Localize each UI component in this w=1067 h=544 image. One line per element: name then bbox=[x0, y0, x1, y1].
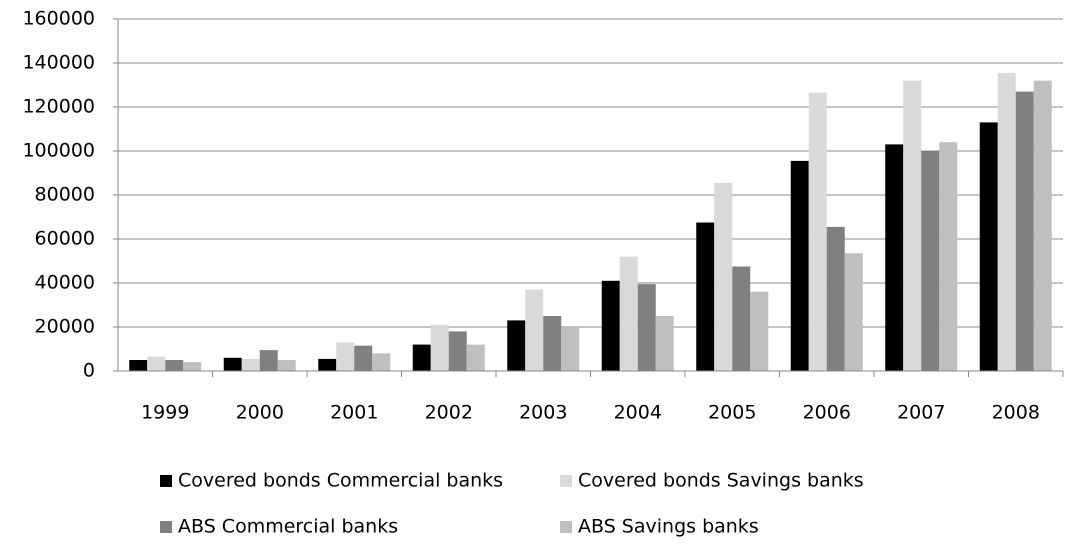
bar bbox=[696, 222, 715, 371]
x-tick-label: 2002 bbox=[425, 402, 473, 424]
legend-label: Covered bonds Savings banks bbox=[578, 470, 864, 492]
bar bbox=[790, 160, 809, 371]
bar bbox=[921, 151, 940, 371]
legend-swatch bbox=[160, 521, 172, 533]
y-tick-label: 100000 bbox=[22, 140, 95, 162]
bar bbox=[147, 356, 166, 371]
bar bbox=[223, 357, 242, 371]
bar bbox=[259, 350, 278, 371]
legend-swatch bbox=[160, 475, 172, 487]
y-tick-label: 80000 bbox=[35, 184, 95, 206]
bar bbox=[826, 226, 845, 371]
bar bbox=[732, 266, 751, 371]
bar bbox=[979, 122, 998, 372]
y-tick-label: 60000 bbox=[35, 228, 95, 250]
bar bbox=[241, 358, 260, 371]
legend-label: ABS Savings banks bbox=[578, 516, 759, 538]
x-tick-label: 2004 bbox=[614, 402, 662, 424]
y-tick-label: 40000 bbox=[35, 272, 95, 294]
bar bbox=[637, 284, 656, 371]
bar bbox=[619, 256, 638, 371]
bar bbox=[183, 362, 202, 371]
x-tick-label: 1999 bbox=[141, 402, 189, 424]
bar bbox=[939, 142, 958, 371]
legend-swatch bbox=[560, 521, 572, 533]
bar bbox=[714, 182, 733, 371]
x-tick-label: 2007 bbox=[897, 402, 945, 424]
bar bbox=[750, 291, 769, 371]
y-tick-label: 0 bbox=[83, 360, 95, 382]
x-tick-label: 2003 bbox=[519, 402, 567, 424]
bar bbox=[655, 316, 674, 371]
bar bbox=[336, 342, 355, 371]
y-tick-label: 160000 bbox=[22, 8, 95, 30]
bar bbox=[354, 345, 373, 371]
bar bbox=[525, 289, 544, 371]
bar bbox=[601, 280, 620, 371]
bar bbox=[903, 80, 922, 371]
bar bbox=[466, 344, 485, 371]
x-tick-label: 2005 bbox=[708, 402, 756, 424]
legend-label: Covered bonds Commercial banks bbox=[178, 470, 503, 492]
bar bbox=[808, 92, 827, 371]
bar bbox=[1015, 91, 1034, 371]
bar bbox=[543, 316, 562, 371]
bar bbox=[507, 320, 526, 371]
bar bbox=[277, 360, 296, 371]
x-tick-label: 2006 bbox=[803, 402, 851, 424]
bar bbox=[430, 324, 449, 371]
bar bbox=[372, 353, 391, 371]
legend-label: ABS Commercial banks bbox=[178, 516, 398, 538]
bar bbox=[129, 360, 148, 371]
bar bbox=[318, 358, 337, 371]
bar bbox=[1033, 80, 1052, 371]
bar bbox=[885, 144, 904, 371]
y-tick-label: 140000 bbox=[22, 52, 95, 74]
bar bbox=[561, 327, 580, 371]
bar bbox=[412, 344, 431, 371]
x-tick-label: 2008 bbox=[992, 402, 1040, 424]
y-tick-label: 20000 bbox=[35, 316, 95, 338]
y-tick-label: 120000 bbox=[22, 96, 95, 118]
bar bbox=[165, 360, 184, 371]
bar bbox=[448, 331, 467, 371]
bar bbox=[997, 72, 1016, 372]
x-tick-label: 2000 bbox=[236, 402, 284, 424]
bar bbox=[844, 253, 863, 371]
legend-swatch bbox=[560, 475, 572, 487]
x-tick-label: 2001 bbox=[330, 402, 378, 424]
